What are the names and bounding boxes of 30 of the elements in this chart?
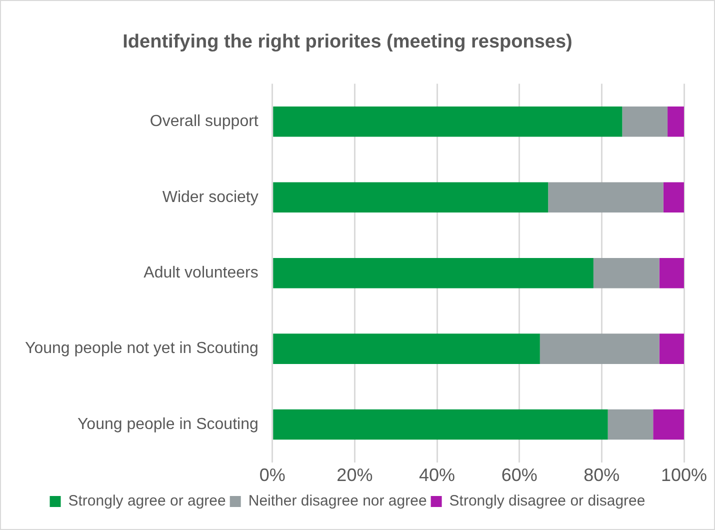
x-tick-label: 0% [259,465,286,486]
x-tick-label: 20% [336,465,373,486]
y-tick-label: Wider society [162,188,258,206]
x-tick-label: 40% [419,465,456,486]
bar [548,182,664,213]
y-tick-label: Adult volunteers [144,264,258,282]
bar [659,258,684,288]
bar [668,106,684,137]
x-tick-label: 100% [660,465,708,486]
legend-label: Strongly agree or agree [68,492,226,510]
bar [273,182,548,213]
y-tick-label: Young people not yet in Scouting [25,340,258,358]
bar [653,409,684,440]
x-tick-label: 80% [584,465,620,486]
y-tick-label: Overall support [150,113,259,130]
bar [273,106,622,137]
bar [273,258,594,288]
bar [659,334,684,364]
bar [540,334,660,364]
bar [608,409,654,440]
bar [273,409,608,440]
y-tick-label: Young people in Scouting [77,416,258,433]
legend-label: Strongly disagree or disagree [449,492,646,510]
bar [273,334,540,364]
chart-title: Identifying the right priorites (meeting responses) [122,32,572,53]
legend-label: Neither disagree nor agree [248,492,427,510]
bar [663,182,684,213]
bar [593,258,660,288]
bar [622,106,668,137]
x-tick-label: 60% [501,465,538,486]
